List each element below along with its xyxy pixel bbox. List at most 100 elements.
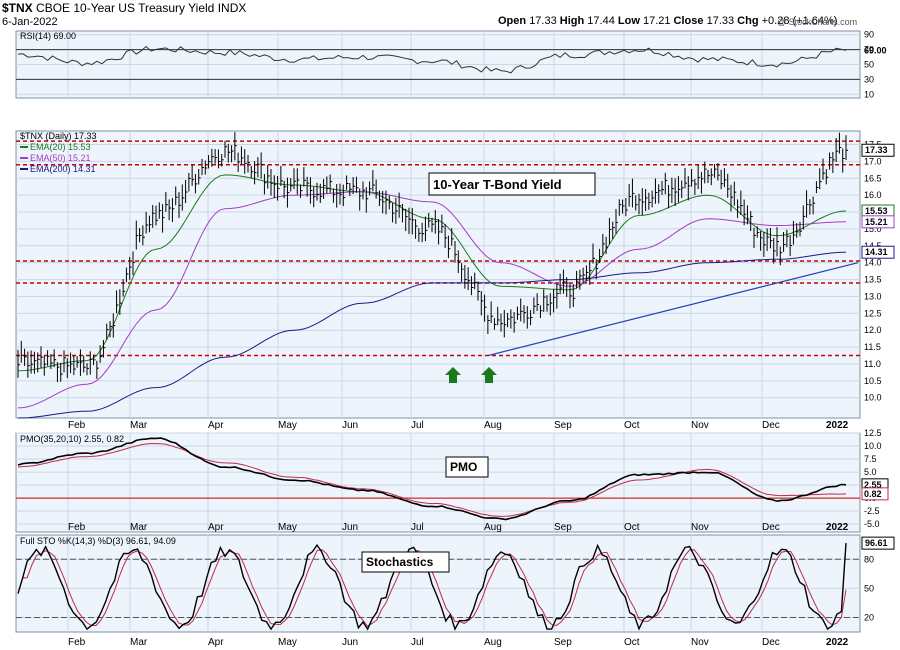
x-axis-label: Jul xyxy=(411,522,424,533)
price-tag-label: 17.33 xyxy=(865,145,888,155)
low-value: 17.21 xyxy=(642,15,671,27)
price-y-tick-label: 13.0 xyxy=(864,291,882,301)
x-axis-label: Apr xyxy=(208,420,224,431)
price-tag-label: 15.53 xyxy=(865,206,888,216)
sto-y-tick-label: 20 xyxy=(864,612,874,622)
price-tag-label: 14.31 xyxy=(865,247,888,257)
x-axis-label: May xyxy=(278,420,297,431)
x-axis-label: Dec xyxy=(762,420,780,431)
price-y-tick-label: 13.5 xyxy=(864,275,882,285)
x-axis-label: Feb xyxy=(68,420,86,431)
chart-date: 6-Jan-2022 xyxy=(2,16,58,28)
bottom-arrow-icon xyxy=(445,367,461,383)
price-y-tick-label: 11.0 xyxy=(864,359,881,369)
symbol: $TNX xyxy=(2,1,33,15)
x-axis-label: Sep xyxy=(554,522,572,533)
sto-title: Full STO %K(14,3) %D(3) 96.61, 94.09 xyxy=(20,536,176,546)
x-axis-label: Apr xyxy=(208,522,224,533)
x-axis-label: Feb xyxy=(68,522,86,533)
panel-pmo-frame xyxy=(15,432,861,533)
pmo-title: PMO(35,20,10) 2.55, 0.82 xyxy=(20,434,124,444)
price-y-tick-label: 12.5 xyxy=(864,308,882,318)
bottom-arrow-icon xyxy=(481,367,497,383)
x-axis-label: Aug xyxy=(484,522,502,533)
ema-line-2 xyxy=(17,251,847,419)
x-axis-label: May xyxy=(278,522,297,533)
price-tag-box xyxy=(861,215,895,229)
price-y-tick-label: 12.0 xyxy=(864,325,882,335)
price-y-tick-label: 16.0 xyxy=(864,190,882,200)
x-axis-label: Jun xyxy=(342,522,358,533)
price-y-tick-label: 11.5 xyxy=(864,342,881,352)
low-label: Low xyxy=(617,15,640,27)
pmo-y-tick-label: -2.5 xyxy=(864,506,880,516)
price-y-tick-label: 10.5 xyxy=(864,376,882,386)
legend-item: EMA(200) 14.31 xyxy=(30,164,96,174)
watermark: @ StockCharts.com xyxy=(777,17,858,27)
pmo-label-box xyxy=(445,456,489,478)
x-axis-label: Mar xyxy=(130,420,148,431)
x-axis-label: Apr xyxy=(208,637,224,648)
pmo-tag-label: 0.82 xyxy=(864,489,882,499)
sto-k-line xyxy=(17,543,847,631)
x-axis-label: Feb xyxy=(68,637,86,648)
x-axis-label: Nov xyxy=(691,522,709,533)
legend-item: EMA(20) 15.53 xyxy=(30,142,91,152)
chg-value: +0.28 (+1.64%) xyxy=(761,15,838,27)
price-tag-box xyxy=(861,245,895,259)
x-axis-label: 2022 xyxy=(826,522,849,533)
panel-sto-frame xyxy=(15,534,861,633)
x-axis-label: Aug xyxy=(484,420,502,431)
sto-tag-box xyxy=(861,536,895,550)
rsi-y-tick-label: 70 xyxy=(864,45,874,55)
chart-title-box xyxy=(428,172,596,196)
exchange: INDX xyxy=(217,1,247,15)
pmo-tag-label: 2.55 xyxy=(864,480,882,490)
price-tag-label: 15.21 xyxy=(865,217,888,227)
instrument-name: CBOE 10-Year US Treasury Yield xyxy=(36,1,215,15)
x-axis-label: 2022 xyxy=(826,420,849,431)
high-label: High xyxy=(559,15,585,27)
x-axis-label: Sep xyxy=(554,420,572,431)
x-axis-label: Nov xyxy=(691,420,709,431)
x-axis-label: Sep xyxy=(554,637,572,648)
pmo-signal-line xyxy=(17,442,847,517)
price-y-tick-label: 15.0 xyxy=(864,224,882,234)
pmo-y-tick-label: 12.5 xyxy=(864,428,882,438)
price-y-tick-label: 16.5 xyxy=(864,173,882,183)
close-value: 17.33 xyxy=(706,15,735,27)
pmo-label: PMO xyxy=(450,460,477,474)
x-axis-label: Nov xyxy=(691,637,709,648)
price-y-tick-label: 10.0 xyxy=(864,393,882,403)
pmo-y-tick-label: 10.0 xyxy=(864,441,882,451)
x-axis-label: Mar xyxy=(130,522,148,533)
price-y-tick-label: 17.0 xyxy=(864,156,882,166)
x-axis-label: 2022 xyxy=(826,637,849,648)
sto-label: Stochastics xyxy=(366,555,434,569)
pmo-line xyxy=(17,437,847,521)
pmo-y-tick-label: 5.0 xyxy=(864,467,877,477)
rsi-y-tick-label: 50 xyxy=(864,60,874,70)
close-label: Close xyxy=(673,15,704,27)
chart-symbol-line: $TNX CBOE 10-Year US Treasury Yield INDX xyxy=(2,1,246,15)
rsi-y-tick-label: 90 xyxy=(864,30,874,40)
ohlc-readout: Open 17.33 High 17.44 Low 17.21 Close 17… xyxy=(498,15,837,27)
chart-title: 10-Year T-Bond Yield xyxy=(433,177,562,192)
sto-y-tick-label: 50 xyxy=(864,583,874,593)
legend-item: EMA(50) 15.21 xyxy=(30,153,91,163)
price-y-tick-label: 14.0 xyxy=(864,258,882,268)
price-tag-box xyxy=(861,143,895,157)
sto-tag-label: 96.61 xyxy=(865,538,888,548)
x-axis-label: Dec xyxy=(762,637,780,648)
sto-y-tick-label: 80 xyxy=(864,554,874,564)
pmo-tag-box xyxy=(861,487,889,501)
x-axis-label: Oct xyxy=(624,420,640,431)
x-axis-label: Oct xyxy=(624,522,640,533)
price-legend-label: $TNX (Daily) 17.33 xyxy=(20,131,97,141)
high-value: 17.44 xyxy=(587,15,615,27)
rsi-title: RSI(14) 69.00 xyxy=(20,31,76,41)
x-axis-label: Aug xyxy=(484,637,502,648)
rsi-y-tick-label: 30 xyxy=(864,74,874,84)
rsi-line xyxy=(17,45,847,74)
